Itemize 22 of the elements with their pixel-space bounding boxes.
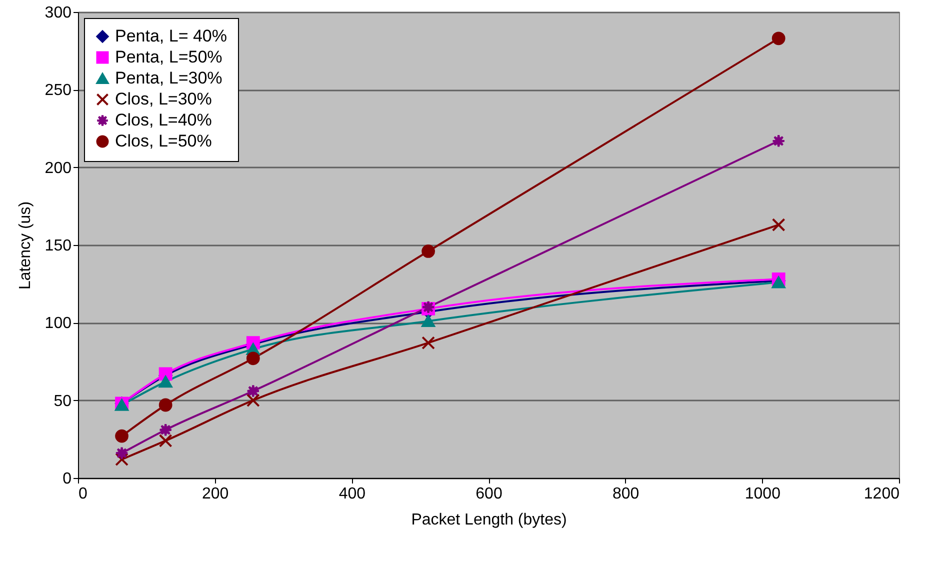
- x-axis-title: Packet Length (bytes): [411, 512, 567, 528]
- y-tick-label: 200: [44, 160, 72, 177]
- legend-label: Clos, L=40%: [115, 110, 212, 130]
- y-tick-label: 300: [44, 4, 72, 22]
- x-tick-label: 600: [476, 486, 502, 502]
- x-tick-label: 1200: [864, 486, 900, 502]
- x-tick-label: 0: [78, 486, 88, 502]
- legend-label: Penta, L=50%: [115, 48, 222, 66]
- y-axis-title: Latency (us): [16, 201, 34, 290]
- y-tick-label: 150: [44, 238, 72, 254]
- legend-label: Clos, L=50%: [115, 132, 212, 150]
- y-tick-label: 0: [62, 470, 72, 488]
- x-tick-label: 400: [338, 486, 366, 502]
- legend-label: Penta, L=30%: [115, 68, 222, 88]
- y-tick-label: 100: [44, 315, 72, 332]
- legend-label: Clos, L=30%: [115, 90, 212, 108]
- y-tick-label: 250: [44, 82, 72, 100]
- legend-label: Penta, L= 40%: [115, 26, 228, 46]
- x-tick-label: 1000: [744, 486, 781, 502]
- x-tick-label: 800: [612, 486, 640, 502]
- x-tick-label: 200: [202, 486, 229, 502]
- y-tick-label: 50: [54, 392, 72, 410]
